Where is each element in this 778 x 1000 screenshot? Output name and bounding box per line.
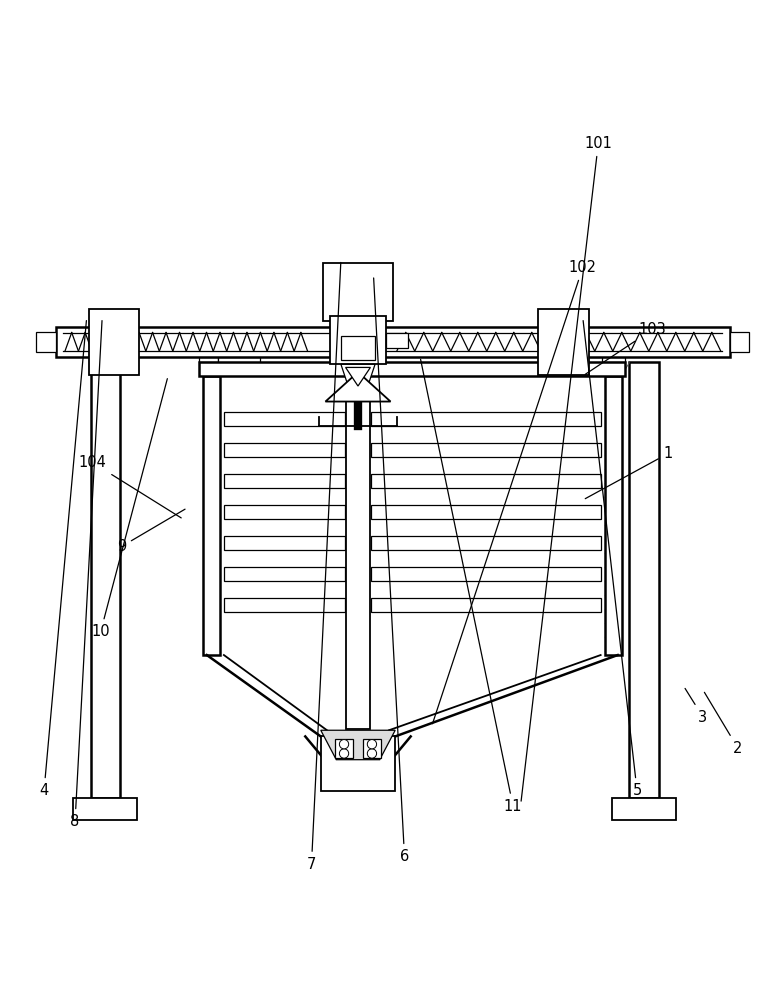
- Polygon shape: [345, 367, 370, 386]
- Text: 5: 5: [584, 321, 642, 798]
- Bar: [199, 357, 224, 362]
- Bar: [224, 443, 345, 457]
- Bar: [371, 412, 601, 426]
- Bar: [605, 376, 622, 655]
- Bar: [371, 505, 601, 519]
- Bar: [346, 388, 370, 729]
- Bar: [629, 362, 659, 798]
- Bar: [224, 412, 345, 426]
- Bar: [559, 357, 602, 366]
- Bar: [371, 536, 601, 550]
- Bar: [371, 443, 601, 457]
- Bar: [199, 362, 626, 376]
- Bar: [218, 357, 232, 362]
- Text: 8: 8: [71, 321, 102, 829]
- Bar: [601, 357, 626, 362]
- Circle shape: [339, 740, 349, 749]
- Bar: [730, 332, 749, 352]
- Bar: [371, 598, 601, 612]
- Bar: [224, 474, 345, 488]
- Text: 9: 9: [117, 509, 185, 554]
- Bar: [203, 376, 220, 655]
- Bar: [341, 336, 375, 360]
- Circle shape: [367, 749, 377, 758]
- Text: 4: 4: [40, 321, 86, 798]
- Polygon shape: [321, 730, 395, 760]
- Polygon shape: [341, 364, 375, 388]
- Text: 3: 3: [685, 688, 707, 725]
- Text: 6: 6: [373, 278, 409, 864]
- Text: 1: 1: [585, 446, 673, 499]
- Bar: [73, 798, 137, 820]
- Bar: [218, 357, 261, 366]
- Bar: [335, 739, 353, 758]
- Text: 11: 11: [421, 359, 522, 814]
- Bar: [321, 736, 395, 791]
- Bar: [612, 798, 676, 820]
- Bar: [89, 309, 139, 375]
- Bar: [371, 474, 601, 488]
- Text: 2: 2: [704, 692, 742, 756]
- Text: 104: 104: [79, 455, 181, 518]
- Text: 102: 102: [433, 260, 597, 724]
- Bar: [371, 567, 601, 581]
- Text: 103: 103: [585, 322, 667, 374]
- Text: 7: 7: [307, 262, 341, 872]
- Text: 101: 101: [521, 136, 612, 801]
- Bar: [224, 567, 345, 581]
- Bar: [323, 263, 393, 321]
- Bar: [538, 309, 589, 375]
- Polygon shape: [325, 372, 391, 402]
- Bar: [224, 505, 345, 519]
- Bar: [573, 357, 587, 362]
- Bar: [56, 327, 730, 357]
- Bar: [330, 316, 386, 364]
- Bar: [224, 598, 345, 612]
- Bar: [224, 536, 345, 550]
- Circle shape: [367, 740, 377, 749]
- Bar: [386, 333, 408, 348]
- Bar: [37, 332, 56, 352]
- Bar: [90, 362, 120, 798]
- Circle shape: [339, 749, 349, 758]
- Text: 10: 10: [91, 379, 167, 639]
- Bar: [363, 739, 381, 758]
